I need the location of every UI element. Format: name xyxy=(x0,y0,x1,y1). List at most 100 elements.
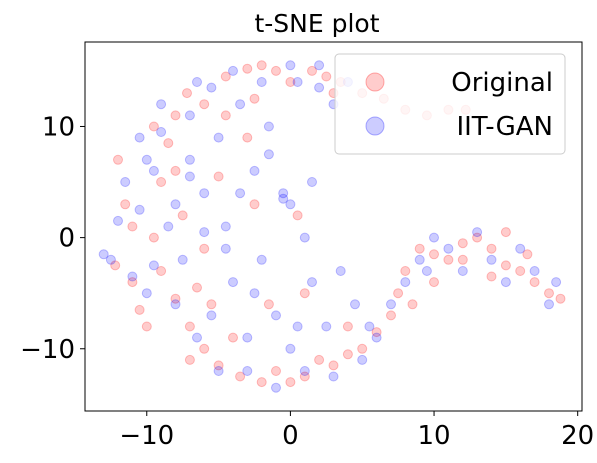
data-point xyxy=(228,277,238,288)
data-point xyxy=(299,288,310,299)
data-point xyxy=(472,232,483,243)
y-axis: −10 0 10 xyxy=(20,112,85,365)
data-point xyxy=(220,110,231,121)
data-point xyxy=(472,227,483,238)
data-point xyxy=(156,177,167,187)
data-point xyxy=(213,132,224,143)
data-point xyxy=(242,132,253,143)
data-point xyxy=(113,154,123,165)
legend: Original IIT-GAN xyxy=(334,53,566,155)
data-point xyxy=(393,288,404,299)
data-point xyxy=(141,288,152,299)
data-point xyxy=(299,232,310,243)
data-point xyxy=(350,299,360,310)
data-point xyxy=(263,121,274,132)
data-point xyxy=(342,321,353,332)
data-point xyxy=(486,243,497,254)
data-point xyxy=(134,204,145,215)
data-point xyxy=(285,199,296,210)
data-point xyxy=(120,199,131,210)
data-point xyxy=(184,354,195,365)
legend-label: IIT-GAN xyxy=(456,112,553,142)
data-point xyxy=(256,254,267,265)
data-point xyxy=(386,299,396,310)
data-point xyxy=(228,65,238,76)
plot-frame xyxy=(84,41,583,412)
data-point xyxy=(500,277,511,288)
data-point xyxy=(148,260,159,271)
data-point xyxy=(170,165,181,176)
data-point xyxy=(220,71,231,82)
data-point xyxy=(235,188,246,199)
data-point xyxy=(299,366,310,376)
data-point xyxy=(228,332,238,343)
data-point xyxy=(170,293,181,304)
data-point xyxy=(314,82,325,93)
data-point xyxy=(220,243,231,254)
data-point xyxy=(192,332,202,343)
data-point xyxy=(400,277,411,288)
data-point xyxy=(141,321,152,332)
data-point xyxy=(457,266,468,276)
x-tick-label: 10 xyxy=(418,421,451,451)
data-point xyxy=(407,299,418,310)
data-point xyxy=(113,215,123,226)
data-point xyxy=(421,266,432,276)
data-point xyxy=(292,210,303,221)
data-point xyxy=(256,377,267,388)
data-point xyxy=(206,299,217,310)
data-point xyxy=(235,371,246,382)
data-point xyxy=(457,254,468,265)
data-point xyxy=(299,371,310,382)
data-point xyxy=(213,360,224,371)
data-point xyxy=(134,304,145,315)
data-point xyxy=(249,288,260,299)
data-point xyxy=(271,382,281,393)
data-point xyxy=(170,199,181,210)
data-point xyxy=(199,227,210,238)
y-tick-label: 10 xyxy=(42,112,75,142)
data-point xyxy=(307,277,317,288)
data-point xyxy=(271,310,281,321)
y-tick-label: 0 xyxy=(58,224,75,254)
data-point xyxy=(307,177,317,187)
data-point xyxy=(256,60,267,71)
data-point xyxy=(148,121,159,132)
data-point xyxy=(429,232,439,243)
data-point xyxy=(271,65,281,76)
data-point xyxy=(249,165,260,176)
data-point xyxy=(285,377,296,388)
data-point xyxy=(127,277,138,288)
data-point xyxy=(414,243,425,254)
data-point xyxy=(249,199,260,210)
data-point xyxy=(357,343,368,354)
data-point xyxy=(163,221,174,232)
legend-marker xyxy=(365,72,385,92)
data-point xyxy=(414,254,425,265)
data-point xyxy=(199,243,210,254)
data-point xyxy=(278,188,289,199)
data-point xyxy=(522,249,533,260)
series-2 xyxy=(98,60,562,393)
data-point xyxy=(544,288,554,299)
data-point xyxy=(148,165,159,176)
data-point xyxy=(529,277,540,288)
data-point xyxy=(515,243,526,254)
data-point xyxy=(170,110,181,121)
data-point xyxy=(156,99,167,110)
data-point xyxy=(249,93,260,104)
data-point xyxy=(263,149,274,160)
data-point xyxy=(443,254,454,265)
chart-title: t-SNE plot xyxy=(254,9,379,38)
data-point xyxy=(342,349,353,360)
data-point xyxy=(364,321,375,332)
data-point xyxy=(386,310,396,321)
data-point xyxy=(199,188,210,199)
data-point xyxy=(199,99,210,110)
data-point xyxy=(285,77,296,87)
data-point xyxy=(263,299,274,310)
data-point xyxy=(292,321,303,332)
data-point xyxy=(163,138,174,149)
